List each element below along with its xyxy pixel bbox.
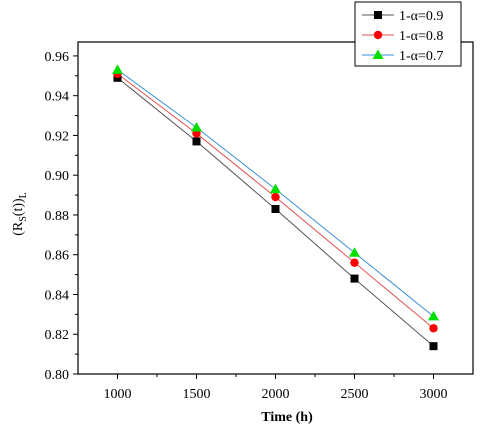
legend-marker-3 <box>372 49 384 59</box>
x-tick-label: 1500 <box>183 387 211 402</box>
plot-area-frame <box>77 41 474 375</box>
x-axis-title: Time (h) <box>261 410 313 425</box>
y-tick-label: 0.86 <box>45 249 70 264</box>
x-tick-label: 2000 <box>262 387 290 402</box>
axes-ticks: 0.80 0.82 0.84 0.86 0.88 0.90 0.92 0.94 0.96 1000… <box>45 50 448 402</box>
series-2-point <box>350 258 359 267</box>
series-1-point <box>350 274 359 283</box>
legend-label-3: 1-α=0.7 <box>399 49 443 64</box>
series-2-point <box>271 192 280 202</box>
series-1-point <box>429 342 438 351</box>
y-tick-label: 0.92 <box>45 129 70 144</box>
legend-label-2: 1-α=0.8 <box>399 29 443 44</box>
series-3-point <box>112 64 123 74</box>
y-tick-label: 0.94 <box>45 90 70 105</box>
series-3-point <box>428 310 439 321</box>
legend-marker-1 <box>374 11 382 19</box>
legend-label-1: 1-α=0.9 <box>399 9 443 24</box>
y-tick-label: 0.90 <box>45 169 70 184</box>
y-tick-label: 0.82 <box>45 328 70 343</box>
series-3-point <box>191 121 202 132</box>
series-1-point <box>271 204 280 213</box>
series-markers <box>112 64 439 351</box>
series-3-point <box>270 183 281 194</box>
series-2-point <box>429 324 438 333</box>
legend-marker-2 <box>373 30 383 40</box>
y-axis-title: (RS(t))L <box>11 192 29 236</box>
series-1-point <box>192 137 201 146</box>
series-3-point <box>349 247 360 257</box>
x-tick-label: 1000 <box>104 387 132 402</box>
y-tick-label: 0.88 <box>45 209 70 224</box>
x-tick-label: 3000 <box>420 387 448 402</box>
y-tick-label: 0.80 <box>45 368 70 383</box>
x-tick-label: 2500 <box>341 387 369 402</box>
legend: 1-α=0.9 1-α=0.8 1-α=0.7 <box>354 1 462 67</box>
y-tick-label: 0.96 <box>45 50 70 65</box>
y-tick-label: 0.84 <box>45 288 70 303</box>
